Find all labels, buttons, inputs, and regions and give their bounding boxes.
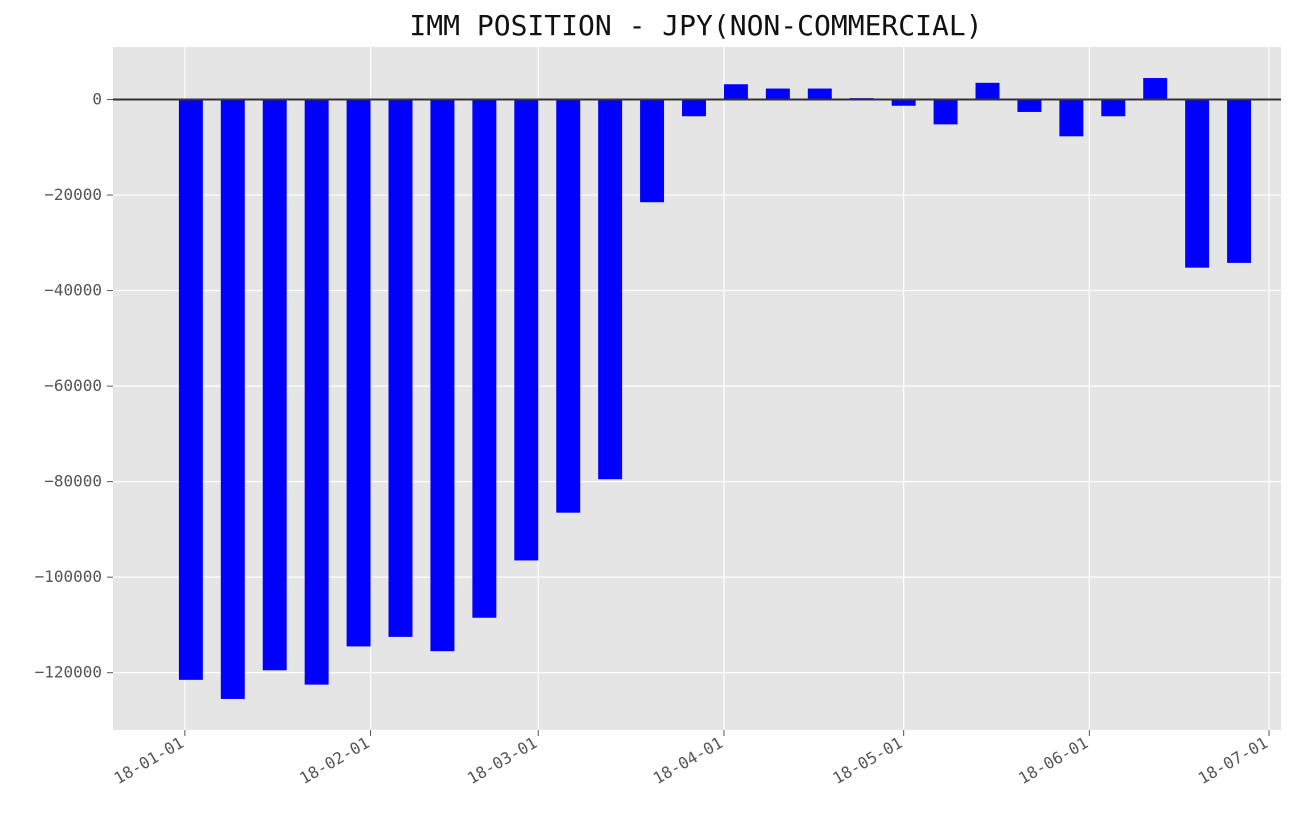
bar xyxy=(178,99,203,680)
x-tick-label: 18-02-01 xyxy=(296,733,372,788)
y-tick-label: −20000 xyxy=(44,185,102,204)
bar xyxy=(891,99,916,106)
x-tick-label: 18-06-01 xyxy=(1015,733,1091,788)
y-tick-label: −60000 xyxy=(44,376,102,395)
x-axis-ticks: 18-01-01 18-02-01 18-03-01 18-04-01 18-05-01… xyxy=(111,730,1271,788)
bar xyxy=(723,84,748,100)
bar xyxy=(472,99,497,618)
bar xyxy=(346,99,371,647)
y-tick-label: 0 xyxy=(92,90,102,109)
bar-series xyxy=(178,78,1252,699)
bar xyxy=(220,99,245,699)
bar xyxy=(388,99,413,637)
bar xyxy=(1059,99,1084,137)
bar xyxy=(975,82,1000,100)
y-tick-label: −40000 xyxy=(44,281,102,300)
y-axis-ticks: 0 −20000 −40000 −60000 −80000 −100000 −120000 xyxy=(35,90,113,682)
bar xyxy=(682,99,706,117)
bar xyxy=(640,99,665,203)
x-tick-label: 18-01-01 xyxy=(111,733,187,788)
bar xyxy=(1017,99,1042,112)
bar xyxy=(598,99,623,480)
x-tick-label: 18-04-01 xyxy=(650,733,726,788)
plot-background xyxy=(113,47,1281,730)
bar xyxy=(430,99,455,652)
bar xyxy=(807,88,832,100)
y-tick-label: −100000 xyxy=(35,567,102,586)
x-tick-label: 18-05-01 xyxy=(829,733,905,788)
bar xyxy=(1227,99,1252,263)
bar xyxy=(514,99,539,561)
bar xyxy=(1101,99,1126,117)
bar xyxy=(304,99,329,685)
bar xyxy=(765,88,790,100)
x-tick-label: 18-03-01 xyxy=(464,733,540,788)
y-tick-label: −80000 xyxy=(44,472,102,491)
y-tick-label: −120000 xyxy=(35,663,102,682)
bar xyxy=(1185,99,1210,268)
x-tick-label: 18-07-01 xyxy=(1195,733,1271,788)
chart-title: IMM POSITION - JPY(NON-COMMERCIAL) xyxy=(409,9,982,42)
bar xyxy=(556,99,581,513)
bar xyxy=(1143,78,1168,100)
bar xyxy=(262,99,287,671)
bar xyxy=(933,99,958,125)
